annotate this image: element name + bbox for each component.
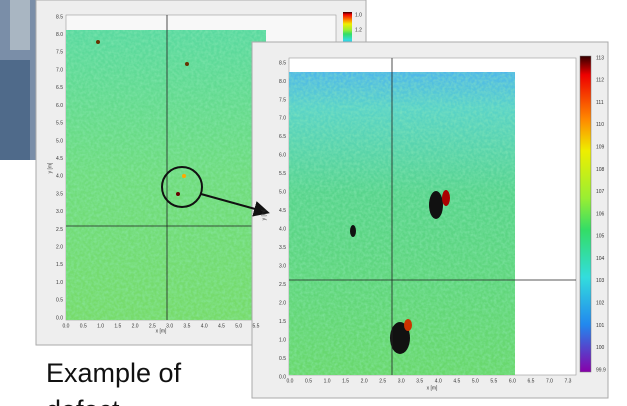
colorbar-label: 104: [596, 256, 605, 262]
caption: defect: [46, 395, 120, 406]
y-tick-label: 4.0: [56, 174, 63, 180]
y-tick-label: 1.0: [56, 280, 63, 286]
colorbar-label: 109: [596, 144, 605, 150]
colorbar-label: 100: [596, 345, 605, 351]
colorbar-label: 99.9: [596, 367, 606, 373]
y-tick-label: 1.5: [56, 262, 63, 268]
colorbar-label: 1.0: [355, 12, 362, 18]
x-tick-label: 3.5: [416, 378, 423, 384]
x-tick-label: 5.5: [253, 323, 260, 329]
y-tick-label: 5.5: [279, 171, 286, 177]
x-tick-label: 2.5: [379, 378, 386, 384]
y-tick-label: 6.0: [279, 153, 286, 159]
x-tick-label: 2.0: [361, 378, 368, 384]
y-tick-label: 6.0: [56, 103, 63, 109]
colorbar-label: 106: [596, 211, 605, 217]
y-tick-label: 8.0: [56, 32, 63, 38]
y-tick-label: 4.5: [56, 156, 63, 162]
colorbar-label: 110: [596, 122, 604, 128]
y-tick-label: 3.5: [56, 191, 63, 197]
y-tick-label: 8.0: [279, 79, 286, 85]
x-tick-label: 1.0: [324, 378, 331, 384]
x-tick-label: 5.0: [472, 378, 479, 384]
y-tick-label: 2.5: [279, 282, 286, 288]
x-tick-label: 4.5: [218, 323, 225, 329]
y-tick-label: 3.0: [279, 264, 286, 270]
y-tick-label: 8.5: [279, 60, 286, 66]
colorbar-label: 111: [596, 100, 604, 106]
x-tick-label: 3.5: [183, 323, 190, 329]
y-tick-label: 1.5: [279, 319, 286, 325]
x-axis-label: x [m]: [427, 385, 438, 391]
x-tick-label: 0.0: [287, 378, 294, 384]
y-tick-label: 5.0: [56, 138, 63, 144]
x-axis-label: x [m]: [156, 328, 167, 334]
x-tick-label: 0.0: [63, 323, 70, 329]
colorbar-label: 101: [596, 323, 605, 329]
x-tick-label: 5.0: [235, 323, 242, 329]
y-tick-label: 2.0: [279, 300, 286, 306]
y-tick-label: 2.0: [56, 245, 63, 251]
right-panel: [251, 41, 609, 399]
x-tick-label: 5.5: [490, 378, 497, 384]
y-tick-label: 6.5: [279, 134, 286, 140]
colorbar-label: 102: [596, 300, 605, 306]
y-tick-label: 7.0: [56, 67, 63, 73]
x-tick-label: 7.3: [565, 378, 572, 384]
colorbar-label: 108: [596, 167, 605, 173]
colorbar-label: 107: [596, 189, 605, 195]
x-tick-label: 2.5: [149, 323, 156, 329]
y-tick-label: 8.5: [56, 14, 63, 20]
x-tick-label: 7.0: [546, 378, 553, 384]
y-tick-label: 0.5: [279, 356, 286, 362]
caption: Example of: [46, 358, 182, 388]
y-tick-label: 0.0: [279, 374, 286, 380]
y-axis-label: y [m]: [261, 209, 267, 220]
y-tick-label: 0.5: [56, 298, 63, 304]
y-tick-label: 7.0: [279, 116, 286, 122]
y-tick-label: 1.0: [279, 337, 286, 343]
highlight-circle: [161, 166, 203, 208]
colorbar-label: 112: [596, 78, 604, 84]
x-tick-label: 6.5: [527, 378, 534, 384]
y-tick-label: 3.0: [56, 209, 63, 215]
y-tick-label: 0.0: [56, 315, 63, 321]
x-tick-label: 3.0: [398, 378, 405, 384]
x-tick-label: 1.5: [114, 323, 121, 329]
arrow: [200, 193, 270, 217]
y-tick-label: 5.0: [279, 190, 286, 196]
x-tick-label: 3.0: [166, 323, 173, 329]
y-tick-label: 4.0: [279, 227, 286, 233]
x-tick-label: 4.0: [435, 378, 442, 384]
y-tick-label: 2.5: [56, 227, 63, 233]
x-tick-label: 4.0: [201, 323, 208, 329]
colorbar-label: 113: [596, 55, 604, 61]
y-tick-label: 6.5: [56, 85, 63, 91]
y-tick-label: 4.5: [279, 208, 286, 214]
x-tick-label: 6.0: [509, 378, 516, 384]
x-tick-label: 4.5: [453, 378, 460, 384]
x-tick-label: 1.5: [342, 378, 349, 384]
x-tick-label: 0.5: [305, 378, 312, 384]
y-tick-label: 5.5: [56, 121, 63, 127]
y-tick-label: 3.5: [279, 245, 286, 251]
y-tick-label: 7.5: [279, 97, 286, 103]
x-tick-label: 1.0: [97, 323, 104, 329]
colorbar-label: 1.2: [355, 27, 362, 33]
colorbar-label: 105: [596, 234, 605, 240]
y-tick-label: 7.5: [56, 50, 63, 56]
x-tick-label: 0.5: [80, 323, 87, 329]
colorbar-label: 103: [596, 278, 605, 284]
y-axis-label: y [m]: [47, 162, 53, 173]
x-tick-label: 2.0: [132, 323, 139, 329]
